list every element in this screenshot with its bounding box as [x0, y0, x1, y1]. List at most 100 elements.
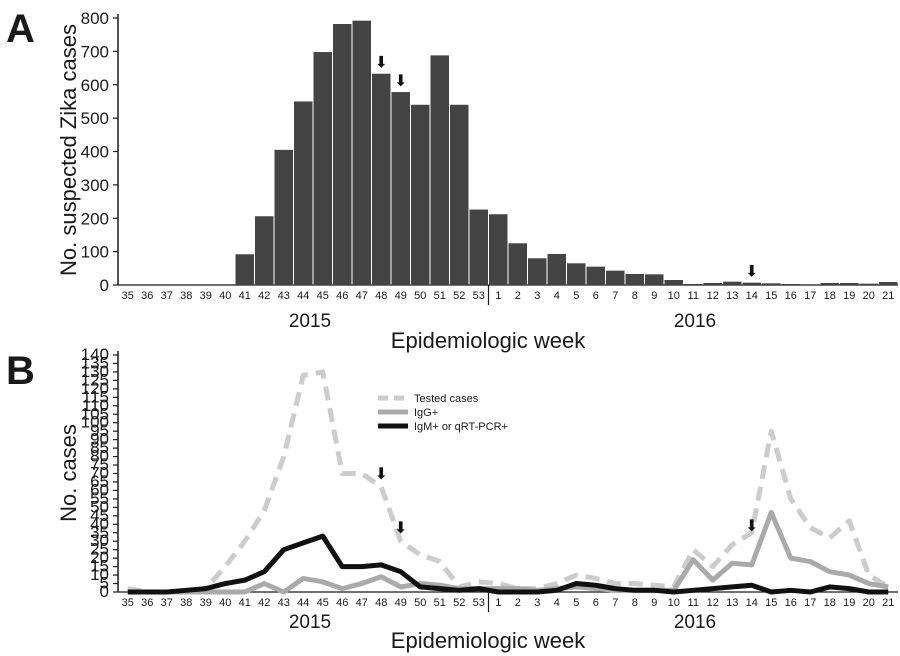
panel-a-x-tick-label: 48 — [375, 290, 387, 302]
bar-week-41 — [235, 254, 254, 285]
panel-b-x-tick-label: 1 — [495, 597, 501, 609]
panel-b-x-tick-label: 20 — [863, 597, 875, 609]
arrow-icon: ⬇ — [394, 73, 407, 90]
panel-b-x-tick-label: 46 — [336, 597, 348, 609]
panel-b-y-tick-label: 40 — [90, 514, 109, 533]
panel-a-x-tick-label: 9 — [651, 290, 657, 302]
panel-a-x-tick-label: 11 — [688, 290, 699, 302]
panel-b-y-tick-label: 85 — [90, 438, 109, 457]
panel-a-x-tick-label: 40 — [219, 290, 231, 302]
panel-a-year-2016: 2016 — [674, 311, 716, 332]
bar-week-53 — [469, 209, 488, 285]
panel-b-y-tick-label: 120 — [81, 379, 109, 398]
panel-a-x-tick-label: 5 — [573, 290, 579, 302]
panel-b-y-tick-label: 50 — [90, 497, 109, 516]
panel-b-x-tick-label: 45 — [317, 597, 329, 609]
bar-week-20 — [859, 283, 878, 285]
arrow-icon: ⬇ — [745, 264, 758, 281]
panel-a-x-tick-label: 46 — [336, 290, 348, 302]
bar-week-13 — [723, 281, 742, 285]
panel-a-x-tick-label: 13 — [726, 290, 738, 302]
bar-week-46 — [333, 24, 352, 285]
panel-b-letter: B — [6, 349, 35, 393]
panel-a-x-tick-label: 8 — [632, 290, 638, 302]
panel-a-x-tick-label: 20 — [863, 290, 875, 302]
panel-b-x-tick-label: 7 — [612, 597, 618, 609]
panel-a-x-tick-label: 4 — [554, 290, 560, 302]
bar-week-17 — [801, 284, 820, 285]
panel-a-x-tick-label: 3 — [534, 290, 540, 302]
bar-week-4 — [547, 253, 566, 285]
panel-b-x-tick-label: 17 — [804, 597, 816, 609]
bar-week-2 — [508, 243, 527, 285]
bar-week-52 — [450, 104, 469, 286]
panel-a-x-tick-label: 15 — [765, 290, 777, 302]
panel-b-y-tick-label: 140 — [81, 345, 109, 364]
panel-b-x-tick-label: 53 — [473, 597, 485, 609]
panel-b-x-tick-label: 42 — [258, 597, 270, 609]
panel-b-x-tick-label: 52 — [453, 597, 465, 609]
legend-label: IgM+ or qRT-PCR+ — [414, 421, 508, 433]
panel-b-x-tick-label: 19 — [843, 597, 855, 609]
panel-b-x-tick-label: 16 — [785, 597, 797, 609]
panel-b-x-tick-label: 35 — [122, 597, 134, 609]
panel-b-y-tick-label: 125 — [81, 370, 109, 389]
panel-b-x-tick-label: 37 — [161, 597, 173, 609]
arrow-icon: ⬇ — [375, 55, 388, 72]
panel-b-x-tick-label: 6 — [593, 597, 599, 609]
panel-a-y-tick-label: 500 — [81, 109, 109, 128]
panel-b-x-tick-label: 41 — [239, 597, 251, 609]
panel-b-year-2016: 2016 — [674, 612, 716, 633]
panel-b-y-tick-label: 135 — [81, 353, 109, 372]
panel-b-x-tick-label: 39 — [200, 597, 212, 609]
panel-b-y-tick-label: 80 — [90, 447, 109, 466]
panel-b-x-tick-label: 9 — [651, 597, 657, 609]
series-line-igm-or-qrt-pcr- — [127, 533, 889, 595]
bar-week-12 — [703, 282, 722, 285]
bar-week-49 — [391, 92, 410, 285]
panel-a-x-tick-label: 52 — [453, 290, 465, 302]
arrow-icon: ⬇ — [745, 518, 758, 535]
panel-b-y-tick-label: 5 — [100, 574, 109, 593]
panel-a-x-tick-label: 51 — [434, 290, 446, 302]
panel-b-y-tick-label: 15 — [90, 557, 109, 576]
bar-week-19 — [840, 282, 859, 285]
panel-a-y-tick-label: 600 — [81, 76, 109, 95]
bar-week-16 — [781, 283, 800, 285]
panel-a-x-tick-label: 19 — [843, 290, 855, 302]
panel-a-x-tick-label: 35 — [122, 290, 134, 302]
panel-a-y-tick-label: 400 — [81, 143, 109, 162]
panel-b-y-tick-label: 0 — [100, 582, 109, 601]
panel-b-x-tick-label: 50 — [414, 597, 426, 609]
panel-a-x-tick-label: 7 — [612, 290, 618, 302]
arrow-icon: ⬇ — [394, 520, 407, 537]
panel-a-x-tick-label: 43 — [278, 290, 290, 302]
panel-b-y-tick-label: 110 — [82, 396, 109, 415]
panel-a-x-tick-label: 1 — [495, 290, 501, 302]
bar-week-5 — [567, 263, 586, 285]
panel-a-x-axis-label: Epidemiologic week — [391, 328, 586, 353]
panel-b-y-tick-label: 10 — [90, 565, 109, 584]
bar-week-1 — [489, 214, 508, 285]
panel-b-y-tick-label: 25 — [90, 540, 109, 559]
bar-week-8 — [625, 273, 644, 285]
panel-b-x-tick-label: 2 — [515, 597, 521, 609]
legend-label: Tested cases — [414, 393, 479, 405]
arrow-icon: ⬇ — [375, 466, 388, 483]
panel-b-x-tick-label: 49 — [395, 597, 407, 609]
panel-a-x-tick-label: 2 — [515, 290, 521, 302]
panel-a-x-tick-label: 45 — [317, 290, 329, 302]
panel-b-y-tick-label: 90 — [90, 430, 109, 449]
panel-a-x-tick-label: 10 — [668, 290, 680, 302]
panel-b-y-tick-label: 60 — [90, 480, 109, 499]
bar-week-44 — [294, 101, 313, 285]
panel-b-x-tick-label: 8 — [632, 597, 638, 609]
panel-a-annotations: ⬇ ⬇ ⬇ — [375, 55, 759, 281]
panel-a-y-tick-label: 800 — [81, 9, 109, 28]
panel-b-x-tick-label: 38 — [180, 597, 192, 609]
panel-a-x-tick-label: 21 — [882, 290, 894, 302]
bar-week-3 — [528, 258, 547, 285]
panel-a-y-tick-label: 100 — [81, 243, 109, 262]
panel-b-x-tick-label: 10 — [668, 597, 680, 609]
panel-b-lines — [127, 369, 890, 595]
